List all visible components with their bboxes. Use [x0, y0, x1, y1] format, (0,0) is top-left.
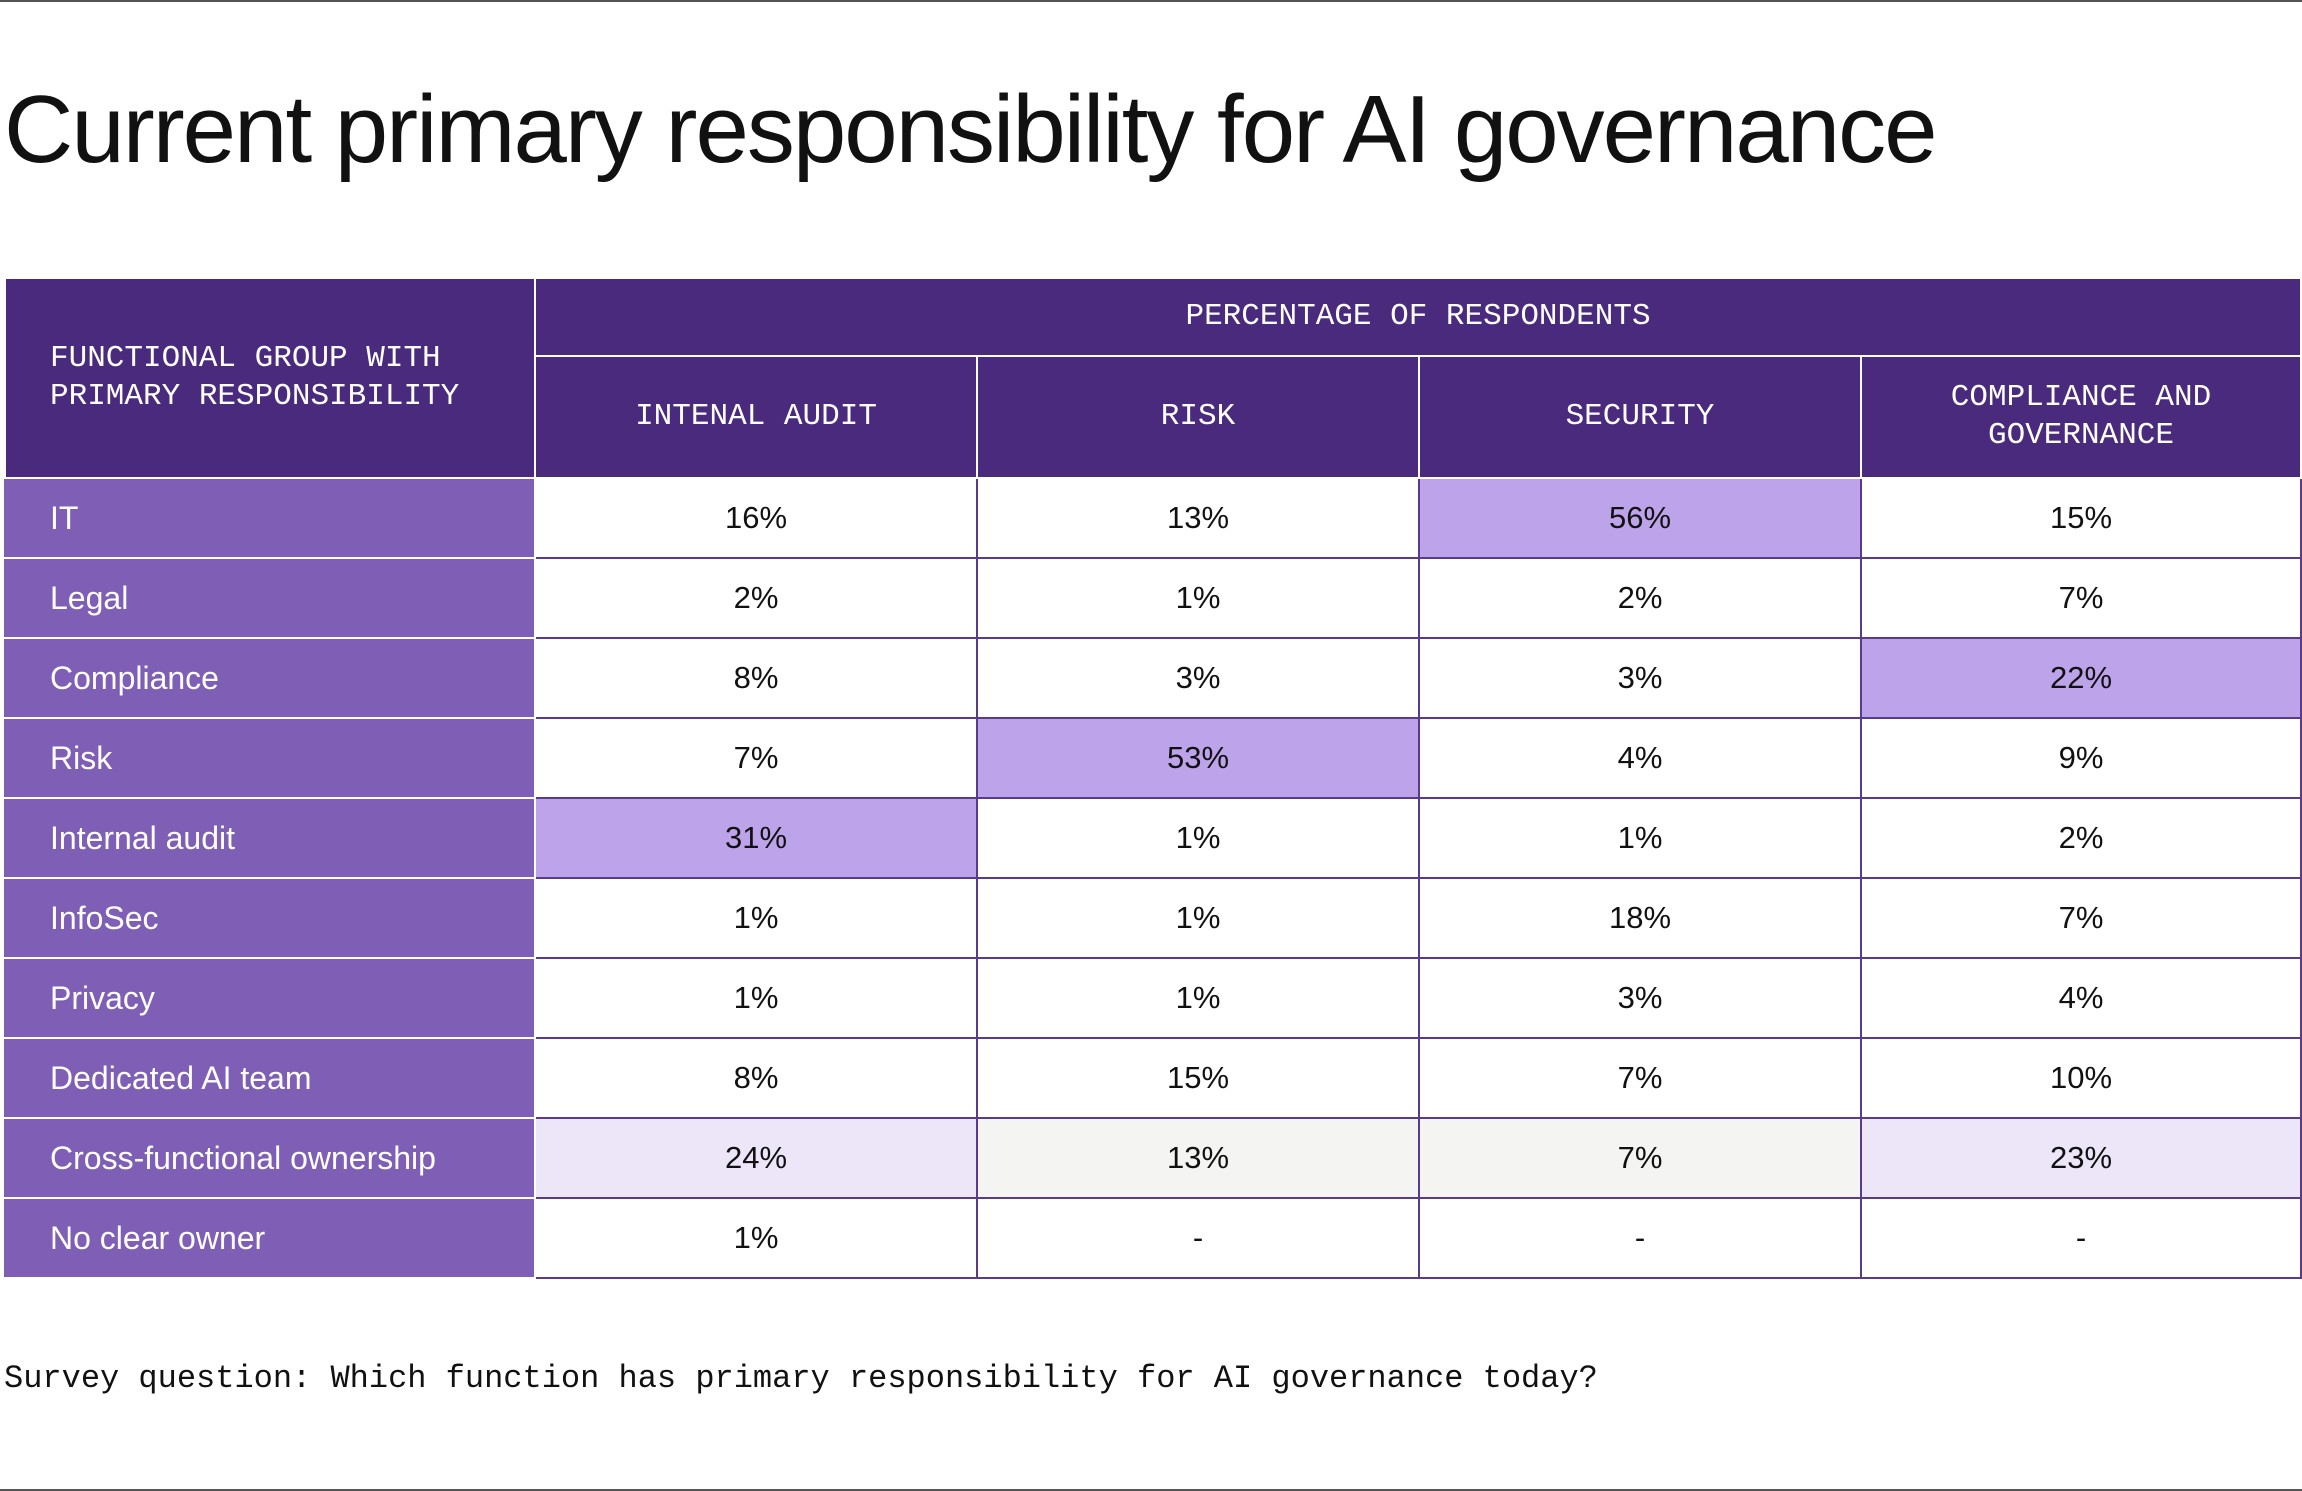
value-cell: 3% [1418, 957, 1862, 1039]
value-cell: 7% [1418, 1117, 1862, 1199]
table-row: IT 16% 13% 56% 15% [4, 477, 2302, 559]
column-header-security: SECURITY [1418, 355, 1862, 479]
value-cell: 1% [534, 1197, 978, 1279]
row-label: Legal [4, 557, 536, 639]
row-label: Cross-functional ownership [4, 1117, 536, 1199]
group-header-cell: PERCENTAGE OF RESPONDENTS [533, 277, 2302, 357]
value-cell: 56% [1418, 477, 1862, 559]
table-row: Dedicated AI team 8% 15% 7% 10% [4, 1037, 2302, 1119]
row-label: No clear owner [4, 1197, 536, 1279]
value-cell: 1% [534, 877, 978, 959]
table-row: No clear owner 1% - - - [4, 1197, 2302, 1279]
value-cell: 4% [1859, 957, 2302, 1039]
page-title: Current primary responsibility for AI go… [4, 76, 1938, 183]
value-cell: 22% [1859, 637, 2302, 719]
value-cell: 8% [534, 1037, 978, 1119]
value-cell: - [976, 1197, 1420, 1279]
row-label: InfoSec [4, 877, 536, 959]
value-cell: 3% [976, 637, 1420, 719]
table-row: Risk 7% 53% 4% 9% [4, 717, 2302, 799]
row-label: Dedicated AI team [4, 1037, 536, 1119]
value-cell: - [1859, 1197, 2302, 1279]
table-row: InfoSec 1% 1% 18% 7% [4, 877, 2302, 959]
value-cell: 7% [1859, 877, 2302, 959]
value-cell: 24% [534, 1117, 978, 1199]
responsibility-table: FUNCTIONAL GROUP WITH PRIMARY RESPONSIBI… [4, 277, 2302, 1279]
column-header-risk: RISK [976, 355, 1420, 479]
top-divider [0, 0, 2302, 2]
value-cell: 4% [1418, 717, 1862, 799]
table-row: Privacy 1% 1% 3% 4% [4, 957, 2302, 1039]
table-row: Internal audit 31% 1% 1% 2% [4, 797, 2302, 879]
value-cell: 15% [1859, 477, 2302, 559]
row-label: Privacy [4, 957, 536, 1039]
value-cell: 7% [1418, 1037, 1862, 1119]
column-header-internal-audit: INTENAL AUDIT [534, 355, 978, 479]
value-cell: 8% [534, 637, 978, 719]
value-cell: 1% [976, 797, 1420, 879]
value-cell: 2% [534, 557, 978, 639]
value-cell: 7% [1859, 557, 2302, 639]
column-header-compliance-governance: COMPLIANCE AND GOVERNANCE [1859, 355, 2302, 479]
bottom-divider [0, 1489, 2302, 1491]
value-cell: 1% [1418, 797, 1862, 879]
value-cell: 31% [534, 797, 978, 879]
row-label: Risk [4, 717, 536, 799]
value-cell: 1% [976, 557, 1420, 639]
value-cell: 13% [976, 1117, 1420, 1199]
value-cell: 1% [976, 957, 1420, 1039]
value-cell: 13% [976, 477, 1420, 559]
row-header-cell: FUNCTIONAL GROUP WITH PRIMARY RESPONSIBI… [4, 277, 536, 479]
table-row: Legal 2% 1% 2% 7% [4, 557, 2302, 639]
value-cell: 53% [976, 717, 1420, 799]
value-cell: 16% [534, 477, 978, 559]
value-cell: 1% [976, 877, 1420, 959]
value-cell: 7% [534, 717, 978, 799]
survey-question-footnote: Survey question: Which function has prim… [4, 1360, 1598, 1397]
value-cell: 3% [1418, 637, 1862, 719]
value-cell: 9% [1859, 717, 2302, 799]
value-cell: 10% [1859, 1037, 2302, 1119]
value-cell: 23% [1859, 1117, 2302, 1199]
table-row: Cross-functional ownership 24% 13% 7% 23% [4, 1117, 2302, 1199]
row-label: IT [4, 477, 536, 559]
value-cell: 1% [534, 957, 978, 1039]
value-cell: 2% [1418, 557, 1862, 639]
row-label: Compliance [4, 637, 536, 719]
table-row: Compliance 8% 3% 3% 22% [4, 637, 2302, 719]
value-cell: 18% [1418, 877, 1862, 959]
value-cell: - [1418, 1197, 1862, 1279]
value-cell: 15% [976, 1037, 1420, 1119]
value-cell: 2% [1859, 797, 2302, 879]
row-label: Internal audit [4, 797, 536, 879]
